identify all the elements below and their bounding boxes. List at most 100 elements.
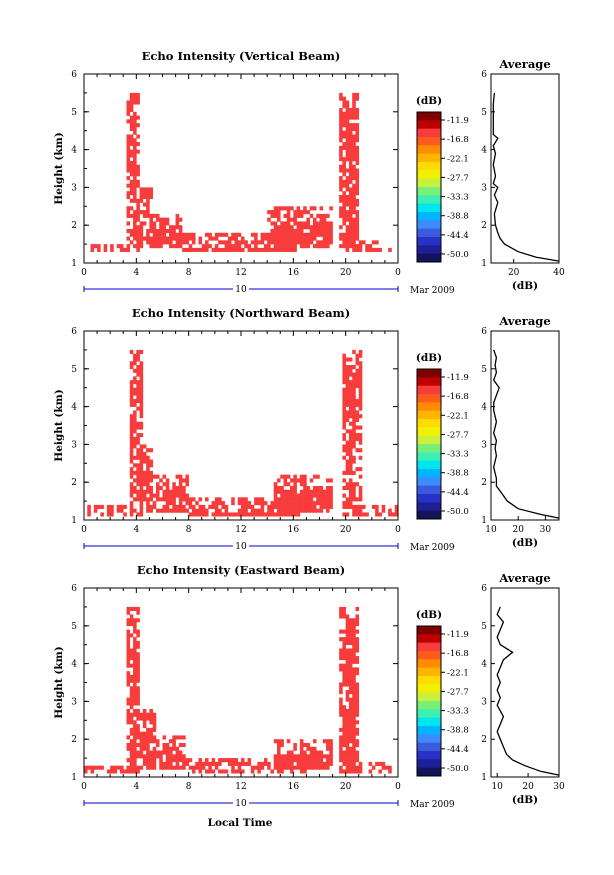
echo-cell xyxy=(133,720,137,725)
echo-cell xyxy=(290,750,294,755)
colorbar-segment xyxy=(417,726,441,735)
echo-cell xyxy=(309,504,314,509)
echo-cell xyxy=(149,463,153,468)
echo-cell xyxy=(319,217,324,222)
colorbar-segment xyxy=(417,642,441,652)
echo-cell xyxy=(345,183,350,188)
echo-cell xyxy=(87,765,91,770)
echo-cell xyxy=(342,115,346,120)
echo-cell xyxy=(355,183,360,188)
echo-cell xyxy=(345,357,350,362)
echo-cell xyxy=(100,765,104,770)
echo-cell xyxy=(326,485,330,491)
echo-cell xyxy=(244,504,248,509)
echo-cell xyxy=(309,478,314,483)
echo-cell xyxy=(358,380,363,385)
echo-cell xyxy=(237,769,242,774)
echo-cell xyxy=(342,663,346,668)
echo-cell xyxy=(178,236,183,241)
echo-cell xyxy=(241,236,245,241)
echo-cell xyxy=(306,236,310,241)
echo-cell xyxy=(352,365,356,370)
echo-cell xyxy=(378,761,382,766)
echo-cell xyxy=(276,758,281,763)
echo-cell xyxy=(185,236,189,241)
echo-cell xyxy=(322,232,327,237)
echo-cell xyxy=(286,244,291,249)
echo-cell xyxy=(136,754,140,759)
echo-cell xyxy=(280,228,284,234)
average-y-tick-label: 5 xyxy=(481,622,487,632)
echo-cell xyxy=(352,232,356,237)
echo-cell xyxy=(342,637,346,642)
echo-cell xyxy=(352,482,356,487)
echo-cell xyxy=(136,474,140,479)
echo-cell xyxy=(348,123,353,128)
echo-cell xyxy=(358,361,363,366)
echo-cell xyxy=(191,497,196,502)
colorbar-segment xyxy=(417,684,441,694)
colorbar-tick-label: -33.3 xyxy=(447,707,469,717)
y-tick-label: 4 xyxy=(71,403,77,413)
x-tick-label: 12 xyxy=(235,525,246,535)
echo-cell xyxy=(296,765,301,770)
colorbar-frame xyxy=(416,111,442,263)
echo-cell xyxy=(227,247,232,252)
echo-cell xyxy=(182,232,186,237)
echo-cell xyxy=(146,739,150,744)
echo-cell xyxy=(316,508,320,513)
echo-cell xyxy=(129,674,134,680)
echo-cell xyxy=(283,232,288,237)
echo-cell xyxy=(339,236,343,241)
echo-cell xyxy=(345,754,350,759)
echo-cell xyxy=(326,765,330,770)
echo-cell xyxy=(149,489,153,494)
echo-cell xyxy=(348,232,353,237)
echo-cell xyxy=(345,716,350,721)
echo-cell xyxy=(208,232,212,237)
echo-cell xyxy=(358,372,363,377)
colorbar-tick-label: -16.8 xyxy=(447,135,469,145)
echo-cell xyxy=(293,236,297,241)
echo-cell xyxy=(312,746,317,751)
echo-cell xyxy=(355,232,360,237)
echo-cell xyxy=(286,504,291,509)
echo-cell xyxy=(345,693,350,698)
echo-cell xyxy=(152,727,157,732)
echo-cell xyxy=(126,720,131,725)
echo-cell xyxy=(221,769,225,774)
echo-cell xyxy=(358,512,363,517)
echo-cell xyxy=(342,478,346,483)
echo-cell xyxy=(126,221,131,226)
echo-cell xyxy=(306,504,310,509)
echo-cell xyxy=(169,244,173,249)
echo-cell xyxy=(149,187,153,192)
echo-cell xyxy=(348,682,353,687)
echo-cell xyxy=(139,455,144,460)
echo-cell xyxy=(126,183,131,188)
echo-cell xyxy=(342,720,346,725)
echo-cell xyxy=(87,504,91,509)
echo-cell xyxy=(345,708,350,714)
echo-cell xyxy=(129,614,134,619)
colorbar-tick-label: -50.0 xyxy=(447,764,469,774)
colorbar-tick-label: -22.1 xyxy=(447,668,469,678)
echo-cell xyxy=(136,482,140,487)
echo-cell xyxy=(129,402,134,407)
echo-cell xyxy=(129,512,134,517)
echo-cell xyxy=(342,606,346,611)
echo-cell xyxy=(133,115,137,120)
echo-cell xyxy=(342,372,346,377)
echo-cell xyxy=(257,247,261,252)
echo-cell xyxy=(319,758,324,763)
echo-cell xyxy=(345,712,350,717)
echo-cell xyxy=(129,213,134,218)
echo-cell xyxy=(146,735,150,740)
echo-cell xyxy=(214,504,219,509)
echo-cell xyxy=(169,497,173,502)
echo-cell xyxy=(358,485,363,491)
echo-cell xyxy=(149,448,153,453)
echo-cell xyxy=(129,485,134,491)
echo-cell xyxy=(136,349,140,354)
echo-cell xyxy=(133,727,137,732)
